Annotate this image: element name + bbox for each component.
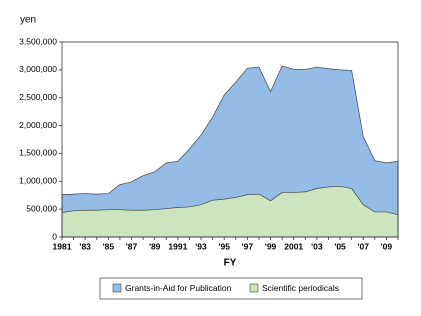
y-tick-label: 500,000	[26, 203, 57, 213]
y-axis-label: yen	[20, 15, 36, 26]
x-tick-label: 2001	[284, 241, 303, 251]
x-tick-label: '09	[381, 241, 393, 251]
x-tick-label: '87	[126, 241, 138, 251]
legend-label: Scientific periodicals	[262, 283, 339, 293]
x-tick-label: '05	[334, 241, 346, 251]
y-tick-label: 0	[52, 231, 57, 241]
legend-label: Grants-in-Aid for Publication	[125, 283, 232, 293]
x-tick-label: '99	[265, 241, 277, 251]
y-tick-label: 2,500,000	[19, 92, 57, 102]
x-tick-label: '89	[149, 241, 161, 251]
area	[61, 185, 399, 238]
plot-frame	[61, 41, 399, 238]
x-tick-label: '93	[195, 241, 207, 251]
y-tick-label: 3,000,000	[19, 64, 57, 74]
x-tick-label: '07	[357, 241, 369, 251]
legend-swatch	[112, 283, 122, 293]
x-tick-label: '97	[242, 241, 254, 251]
x-tick-label: 1981	[53, 241, 72, 251]
x-axis-label: FY	[224, 258, 237, 269]
x-tick-label: 1991	[168, 241, 187, 251]
y-tick-label: 3,500,000	[19, 36, 57, 46]
y-tick-label: 2,000,000	[19, 120, 57, 130]
x-tick-label: '83	[79, 241, 91, 251]
x-tick-label: '95	[218, 241, 230, 251]
x-tick-label: '03	[311, 241, 323, 251]
legend-box	[99, 277, 363, 300]
x-tick-label: '85	[103, 241, 115, 251]
y-tick-label: 1,000,000	[19, 176, 57, 186]
legend-swatch	[249, 283, 259, 293]
y-tick-label: 1,500,000	[19, 148, 57, 158]
